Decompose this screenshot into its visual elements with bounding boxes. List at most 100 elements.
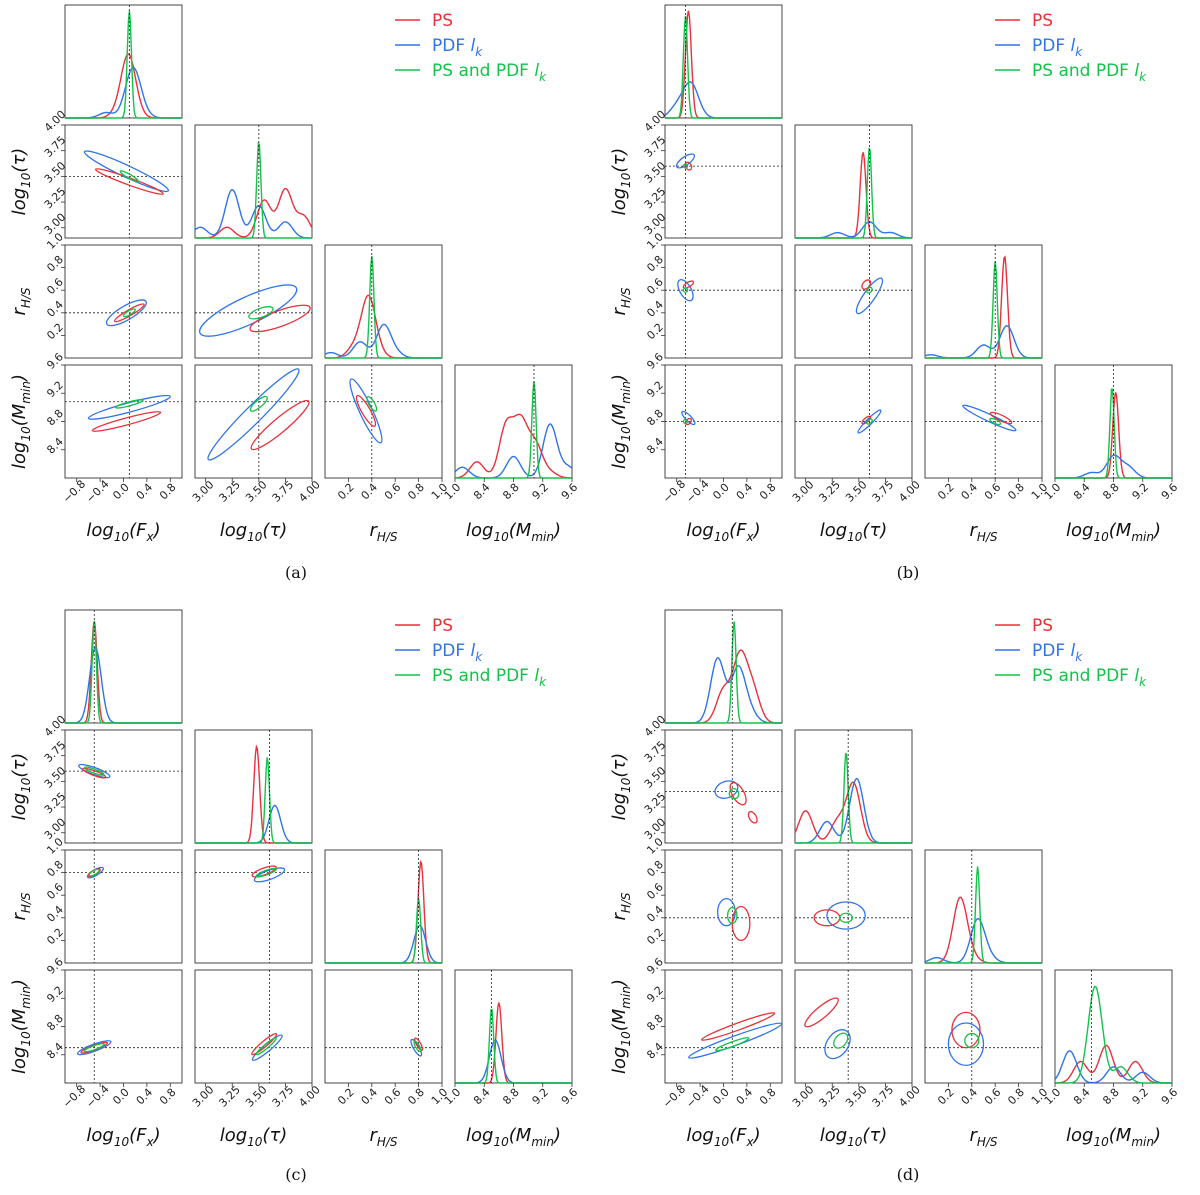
contour-ps-0 <box>413 1037 424 1051</box>
contours <box>677 279 695 302</box>
contours <box>675 153 696 171</box>
cell-frame <box>454 364 573 479</box>
contours <box>857 409 882 434</box>
cell-frame <box>194 849 313 964</box>
cell-Fx-rHS: 0.20.40.60.81.0 <box>644 835 783 964</box>
contour-ps-0 <box>91 411 162 432</box>
cell-frame <box>664 609 783 724</box>
ytick-label: 8.8 <box>44 1012 66 1034</box>
cell-tau-rHS <box>794 244 913 359</box>
xtick-label: 1.0 <box>1042 481 1064 503</box>
xtick-label: 0.8 <box>157 1086 179 1108</box>
contours <box>410 1037 424 1057</box>
marginal-both-tau <box>795 752 912 844</box>
xtick-label: 0.0 <box>110 481 132 503</box>
xtick-label: 3.25 <box>816 1083 843 1110</box>
marginal-both-rHS <box>925 261 1042 359</box>
ytick-label: 4.00 <box>642 713 669 740</box>
cell-Mmin-Mmin: 1.0 8.4 8.8 9.2 9.6 <box>442 364 580 503</box>
xtick-label: 1.0 <box>442 1086 464 1108</box>
contour-both-0 <box>866 286 873 294</box>
ytick-label: 8.4 <box>644 435 666 457</box>
marginal-pdf-rHS <box>324 323 442 359</box>
cell-Fx-Fx <box>64 609 183 724</box>
marginal-both-rHS <box>925 866 1042 964</box>
xtick-label: 9.6 <box>559 1086 581 1108</box>
contours <box>804 997 851 1060</box>
ytick-label: 3.50 <box>642 159 669 186</box>
corner-panel-b: 3.003.253.503.754.00 log10(τ) 0.20.40.60.8… <box>609 4 1180 582</box>
contour-pdf-0 <box>675 153 696 169</box>
contour-ps-0 <box>861 415 872 425</box>
ytick-label: 3.25 <box>642 790 669 817</box>
xtick-label: 8.4 <box>471 1086 493 1108</box>
contour-both-0 <box>249 395 268 412</box>
ylabel-Mmin: log10(Mmin) <box>9 374 33 469</box>
contour-both-0 <box>964 1032 980 1049</box>
ytick-label: 3.75 <box>642 134 669 161</box>
contour-both-0 <box>248 306 274 320</box>
ytick-label: 0.8 <box>644 253 666 275</box>
xtick-label: 0.4 <box>134 481 156 503</box>
contour-pdf-0 <box>824 1029 851 1060</box>
contour-both-0 <box>122 308 136 318</box>
marginal-ps-Mmin <box>1055 1044 1172 1084</box>
cell-Fx-Fx <box>664 609 783 724</box>
xlabel-Fx: log10(Fx) <box>86 1125 160 1149</box>
cell-Fx-tau: 3.003.253.503.754.00 <box>42 108 183 239</box>
cell-frame <box>664 849 783 964</box>
xtick-label: 0.4 <box>734 1086 756 1108</box>
xtick-label: 3.00 <box>190 1083 217 1110</box>
cell-tau-Mmin: 3.00 3.25 3.50 3.75 4.00 <box>190 969 323 1110</box>
contour-both-0 <box>83 1042 105 1053</box>
xlabel-rHS: rH/S <box>369 520 397 544</box>
ylabel-tau: log10(τ) <box>609 148 633 216</box>
contours <box>688 1012 782 1059</box>
marginal-both-Fx <box>665 621 782 724</box>
cell-frame <box>794 969 913 1084</box>
cell-Fx-tau: 3.003.253.503.754.00 <box>42 713 183 844</box>
cell-Fx-tau: 3.003.253.503.754.00 <box>642 713 783 844</box>
ytick-label: 8.4 <box>44 1040 66 1062</box>
marginal-both-Fx <box>65 10 182 119</box>
legend-label-both: PS and PDF lk <box>1032 666 1147 689</box>
xlabel-tau: log10(τ) <box>220 520 288 544</box>
ytick-label: 0.2 <box>44 321 66 343</box>
cell-rHS-Mmin: 0.2 0.4 0.6 0.8 1.0 <box>924 364 1050 502</box>
contour-both-0 <box>726 906 738 925</box>
cell-frame <box>324 244 443 359</box>
contour-ps-0 <box>989 411 1013 425</box>
xtick-label: 8.4 <box>1071 1086 1093 1108</box>
contour-pdf-0 <box>253 867 286 883</box>
contours <box>251 865 286 883</box>
xtick-label: 3.25 <box>816 478 843 505</box>
marginal-pdf-tau <box>795 777 912 844</box>
xtick-label: 4.00 <box>296 1083 323 1110</box>
xtick-label: 0.0 <box>710 481 732 503</box>
cell-frame <box>64 609 183 724</box>
marginal-pdf-tau <box>194 188 312 239</box>
xlabel-Mmin: log10(Mmin) <box>1066 1125 1161 1149</box>
contour-both-0 <box>839 912 854 923</box>
xtick-label: 3.75 <box>870 478 897 505</box>
xtick-label: 9.2 <box>529 1086 551 1108</box>
xtick-label: 9.2 <box>529 481 551 503</box>
ytick-label: 8.4 <box>644 1040 666 1062</box>
xtick-label: 0.8 <box>757 1086 779 1108</box>
xtick-label: 0.4 <box>359 1086 381 1108</box>
ytick-label: 8.8 <box>644 407 666 429</box>
xtick-label: 0.8 <box>157 481 179 503</box>
xtick-label: 3.50 <box>843 478 870 505</box>
contours <box>105 299 147 327</box>
ytick-label: 4.00 <box>42 713 69 740</box>
cell-frame <box>64 969 183 1084</box>
marginal-pdf-Fx <box>65 66 182 119</box>
ytick-label: 3.50 <box>42 159 69 186</box>
cell-tau-rHS <box>194 244 313 359</box>
cell-Mmin-Mmin: 1.0 8.4 8.8 9.2 9.6 <box>442 969 581 1108</box>
cell-Fx-tau: 3.003.253.503.754.00 <box>642 108 783 239</box>
ytick-label: 0.2 <box>644 926 666 948</box>
xtick-label: 9.2 <box>1129 481 1151 503</box>
xtick-label: 0.4 <box>359 481 381 503</box>
marginal-pdf-Fx <box>65 646 182 724</box>
